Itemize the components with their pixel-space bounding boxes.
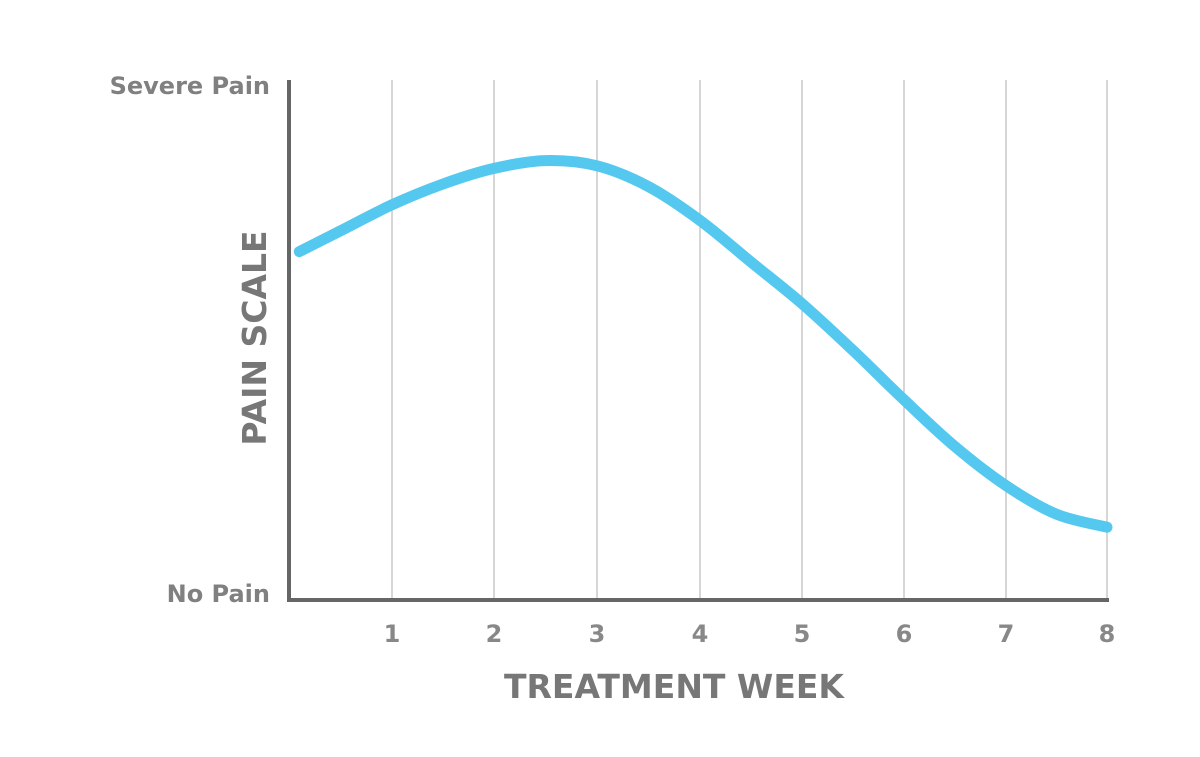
x-axis-title: TREATMENT WEEK [504,667,845,706]
y-axis-title: PAIN SCALE [235,230,274,445]
x-tick-label-7: 7 [998,620,1015,648]
pain-curve-line [293,155,1113,533]
x-tick-labels: 1 2 3 4 5 6 7 8 [384,620,1116,648]
x-tick-label-2: 2 [486,620,503,648]
y-label-severe-pain: Severe Pain [110,72,270,100]
x-tick-label-1: 1 [384,620,401,648]
x-tick-label-4: 4 [692,620,709,648]
x-tick-label-3: 3 [589,620,606,648]
grid-lines [391,80,1108,600]
x-tick-label-8: 8 [1099,620,1116,648]
y-label-no-pain: No Pain [167,580,270,608]
x-tick-label-6: 6 [896,620,913,648]
x-tick-label-5: 5 [794,620,811,648]
